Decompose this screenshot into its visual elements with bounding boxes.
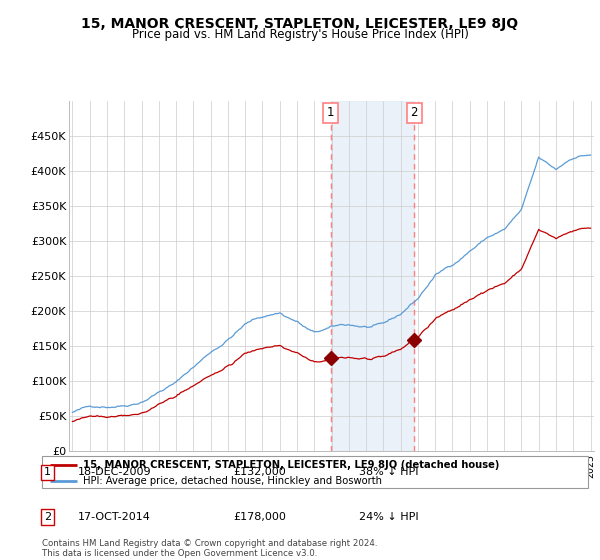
Text: 15, MANOR CRESCENT, STAPLETON, LEICESTER, LE9 8JQ: 15, MANOR CRESCENT, STAPLETON, LEICESTER… bbox=[82, 17, 518, 31]
Text: 1: 1 bbox=[327, 106, 335, 119]
Text: 24% ↓ HPI: 24% ↓ HPI bbox=[359, 512, 418, 522]
Text: £178,000: £178,000 bbox=[233, 512, 286, 522]
FancyBboxPatch shape bbox=[42, 456, 588, 488]
Text: Price paid vs. HM Land Registry's House Price Index (HPI): Price paid vs. HM Land Registry's House … bbox=[131, 28, 469, 41]
Bar bbox=[331, 101, 414, 451]
Text: 38% ↓ HPI: 38% ↓ HPI bbox=[359, 467, 418, 477]
Text: HPI: Average price, detached house, Hinckley and Bosworth: HPI: Average price, detached house, Hinc… bbox=[83, 476, 382, 486]
Text: 18-DEC-2009: 18-DEC-2009 bbox=[77, 467, 151, 477]
Text: 17-OCT-2014: 17-OCT-2014 bbox=[77, 512, 151, 522]
Text: 2: 2 bbox=[44, 512, 51, 522]
Text: 1: 1 bbox=[44, 467, 51, 477]
Text: Contains HM Land Registry data © Crown copyright and database right 2024.
This d: Contains HM Land Registry data © Crown c… bbox=[42, 539, 377, 558]
Text: 15, MANOR CRESCENT, STAPLETON, LEICESTER, LE9 8JQ (detached house): 15, MANOR CRESCENT, STAPLETON, LEICESTER… bbox=[83, 460, 499, 470]
Text: 2: 2 bbox=[410, 106, 418, 119]
Text: £132,000: £132,000 bbox=[233, 467, 286, 477]
